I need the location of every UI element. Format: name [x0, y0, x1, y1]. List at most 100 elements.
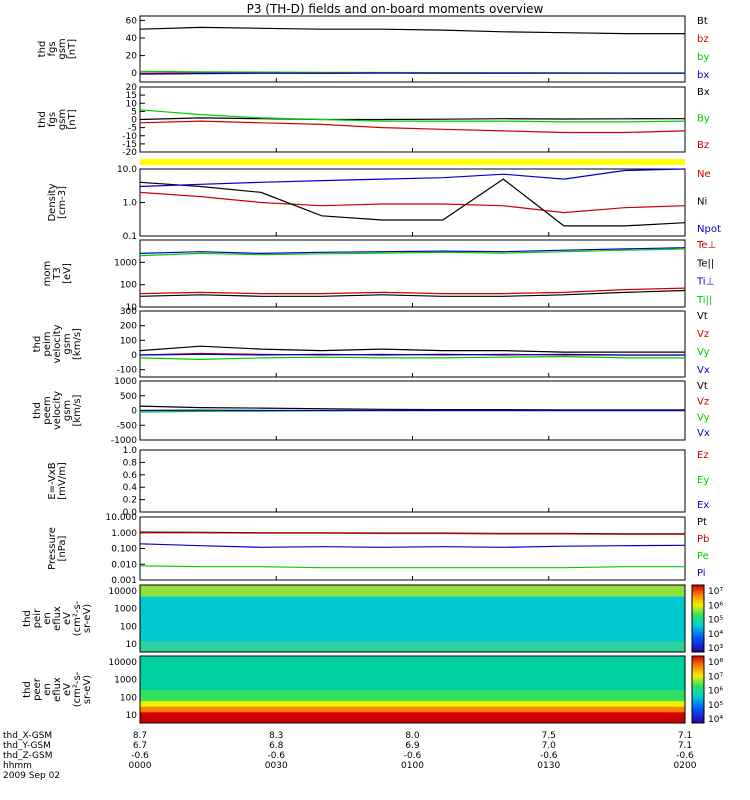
y-tick-label: 20 — [126, 52, 138, 62]
y-axis-label-line: gsm — [57, 109, 68, 130]
y-axis-label-line: thd — [22, 681, 33, 698]
legend-entry: Vz — [697, 329, 709, 340]
ephemeris-value: 0130 — [537, 761, 560, 771]
colorbar-tick-label: 10⁶ — [708, 687, 723, 697]
series-line-Ni — [139, 178, 686, 227]
spectrogram-band — [140, 624, 685, 631]
series-line-Vy — [139, 355, 685, 361]
legend-entry: Npot — [697, 224, 721, 235]
legend-entry: Ti|| — [696, 295, 712, 306]
y-tick-label: 10000 — [108, 587, 137, 597]
series-line-Npot — [139, 168, 686, 188]
y-tick-label: 0.100 — [111, 545, 137, 555]
spectrogram-band — [140, 672, 685, 679]
y-axis-label-line: peir — [32, 608, 43, 628]
colorbar-tick-label: 10⁷ — [708, 672, 723, 682]
panel-frame — [139, 655, 686, 724]
y-axis-label-temperature: mom T3 [eV] — [42, 261, 73, 287]
spectrogram-band — [140, 607, 685, 614]
y-axis-label-line: thd — [37, 41, 48, 58]
legend-peim-velocity: Vt Vz Vy Vx — [697, 311, 710, 376]
y-axis-label-line: [eV] — [62, 263, 73, 284]
legend-entry: Vy — [697, 412, 710, 423]
y-tick-label: 10 — [126, 99, 138, 109]
ephemeris-value: 0030 — [265, 761, 288, 771]
y-tick-label: 0.2 — [123, 496, 137, 506]
y-tick-label: 500 — [120, 392, 137, 402]
y-axis-label-line: (cm²-s- — [72, 671, 83, 707]
ephemeris-value: 8.3 — [269, 731, 283, 741]
y-tick-label: 0.001 — [111, 576, 137, 586]
y-axis-label-e-field: E=-VxB [mV/m] — [47, 462, 68, 500]
y-tick-label: 40 — [126, 34, 138, 44]
ephemeris-value: -0.6 — [676, 751, 694, 761]
y-tick-label: -500 — [117, 421, 138, 431]
legend-entry: Vx — [697, 365, 710, 376]
spectrogram-band — [140, 618, 685, 625]
y-tick-label: 1.0 — [123, 199, 138, 209]
y-tick-label: -5 — [128, 124, 137, 134]
legend-e-field: Ez Ey Ex — [697, 450, 709, 511]
y-axis-label-line: sr-eV) — [82, 675, 93, 704]
y-axis-label-line: eV — [62, 612, 73, 625]
ephemeris-table: thd_X-GSM 8.7 8.3 8.0 7.5 7.1 thd_Y-GSM 6.7 6.8 6… — [3, 731, 697, 781]
y-tick-label: 0 — [131, 116, 137, 126]
y-axis-label-line: thd — [32, 336, 43, 353]
panel-frame — [139, 310, 686, 378]
series-line-Bz — [139, 120, 686, 134]
y-tick-label: 10 — [126, 640, 138, 650]
colorbar — [691, 655, 705, 724]
y-axis-label-fgs-gsm: thd fgs gsm [nT] — [37, 38, 78, 59]
y-tick-label: 15 — [126, 91, 137, 101]
legend-entry: bz — [697, 34, 709, 45]
ephemeris-value: -0.6 — [404, 751, 422, 761]
legend-entry: by — [697, 52, 709, 63]
spectrogram-band — [140, 683, 685, 690]
legend-entry: Pi — [697, 568, 706, 579]
series-line-bx — [139, 72, 685, 75]
panel-temperature: 10 100 1000 — [114, 239, 686, 313]
series-line-Pb — [140, 532, 685, 535]
legend-entry: Bz — [697, 140, 709, 151]
y-tick-label: 100 — [120, 281, 137, 291]
y-tick-label: -1000 — [111, 436, 137, 446]
y-axis-label-line: [nPa] — [57, 535, 68, 561]
panel-e-field: 0.0 0.2 0.4 0.6 0.8 1.0 — [123, 446, 686, 518]
spectrogram-band — [140, 661, 685, 668]
y-axis-label-line: fgs — [47, 41, 58, 56]
y-tick-label: 100 — [120, 693, 137, 703]
series-line-Te⊥ — [139, 287, 686, 295]
spectrogram-peer: 10 100 1000 10000 10⁴ 10⁵ 10⁶ 10⁷ 10⁸ — [108, 655, 723, 725]
y-tick-label: 200 — [120, 322, 137, 332]
y-axis-label-peer: thd peer en eflux eV (cm²-s-sr-eV) — [22, 671, 93, 707]
y-tick-label: 0.8 — [123, 458, 138, 468]
spectrogram-band — [140, 646, 685, 653]
y-tick-label: 60 — [126, 16, 138, 26]
y-axis-label-line: [km/s] — [72, 394, 83, 426]
y-tick-label: 1.0 — [123, 446, 138, 456]
colorbar-tick-label: 10⁶ — [708, 601, 723, 611]
legend-entry: Pb — [697, 534, 709, 545]
y-axis-label-line: peim — [42, 331, 53, 356]
y-axis-label-line: en — [42, 683, 53, 696]
y-axis-label-line: thd — [37, 111, 48, 128]
ephemeris-date: 2009 Sep 02 — [3, 771, 60, 781]
series-line-Vt — [139, 405, 685, 411]
ephemeris-value: 7.1 — [678, 731, 692, 741]
y-tick-label: 0.1 — [123, 232, 137, 242]
y-axis-label-line: E=-VxB — [47, 462, 58, 499]
spectrogram-band — [140, 706, 685, 713]
y-tick-label: 0 — [131, 407, 137, 417]
legend-entry: Te|| — [696, 258, 714, 269]
ephemeris-value: 0100 — [401, 761, 424, 771]
legend-temperature: Te⊥ Te|| Ti⊥ Ti|| — [696, 240, 716, 306]
colorbar — [691, 584, 705, 653]
spectrogram-band — [140, 640, 685, 647]
y-axis-label-line: mom — [42, 261, 53, 287]
legend-density: Ne Ni Npot — [697, 169, 721, 235]
series-line-Ti⊥ — [139, 247, 686, 255]
legend-entry: Ne — [697, 169, 711, 180]
y-axis-label-line: eflux — [52, 677, 63, 702]
y-axis-label-peem-velocity: thd peem velocity gsm [km/s] — [32, 391, 83, 430]
